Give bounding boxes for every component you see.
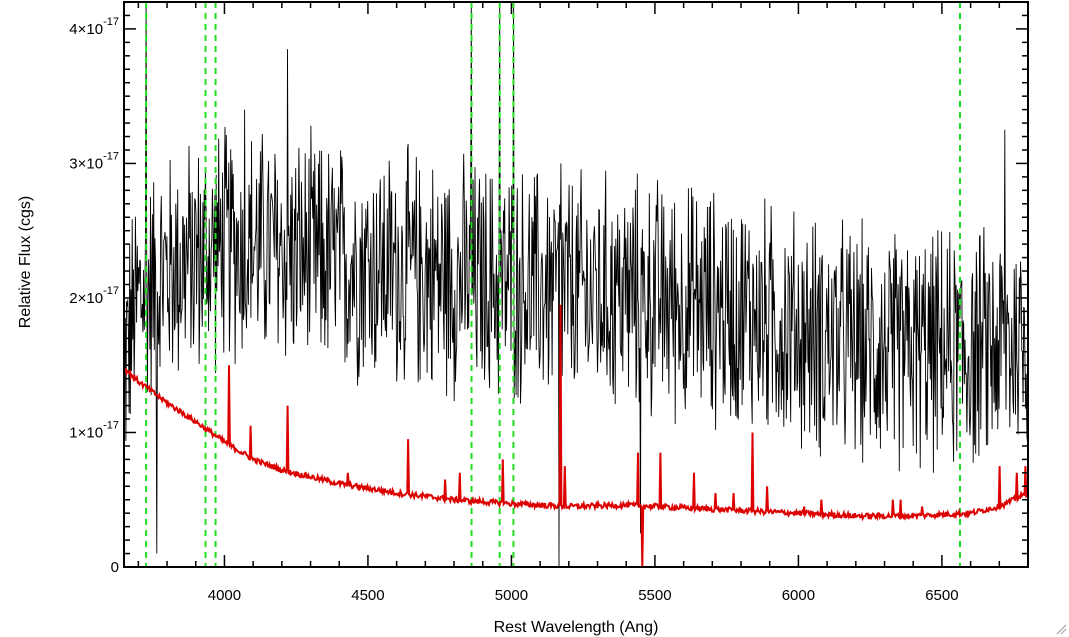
axes: 4000 4500 5000 5500 6000 6500 0 1×10-17 2×10-17 3… (69, 1, 1029, 604)
y-tick-label: 4×10-17 (69, 16, 119, 38)
x-tick-label: 5500 (638, 587, 671, 604)
observed-spectrum-line (124, 2, 1028, 567)
model-spectrum-line (124, 304, 1028, 567)
x-tick-label: 4000 (208, 587, 241, 604)
plot-area (124, 2, 1028, 567)
x-tick-label: 4500 (351, 587, 384, 604)
x-axis-title: Rest Wavelength (Ang) (494, 619, 659, 636)
y-tick-label: 2×10-17 (69, 285, 119, 307)
x-tick-label: 6000 (782, 587, 815, 604)
y-tick-label: 3×10-17 (69, 150, 119, 172)
x-tick-label: 5000 (495, 587, 528, 604)
y-tick-label: 0 (111, 559, 119, 576)
x-tick-label: 6500 (925, 587, 958, 604)
resize-grip-icon[interactable] (1055, 623, 1067, 635)
y-tick-label: 1×10-17 (69, 419, 119, 441)
y-axis-title: Relative Flux (cgs) (17, 196, 34, 328)
